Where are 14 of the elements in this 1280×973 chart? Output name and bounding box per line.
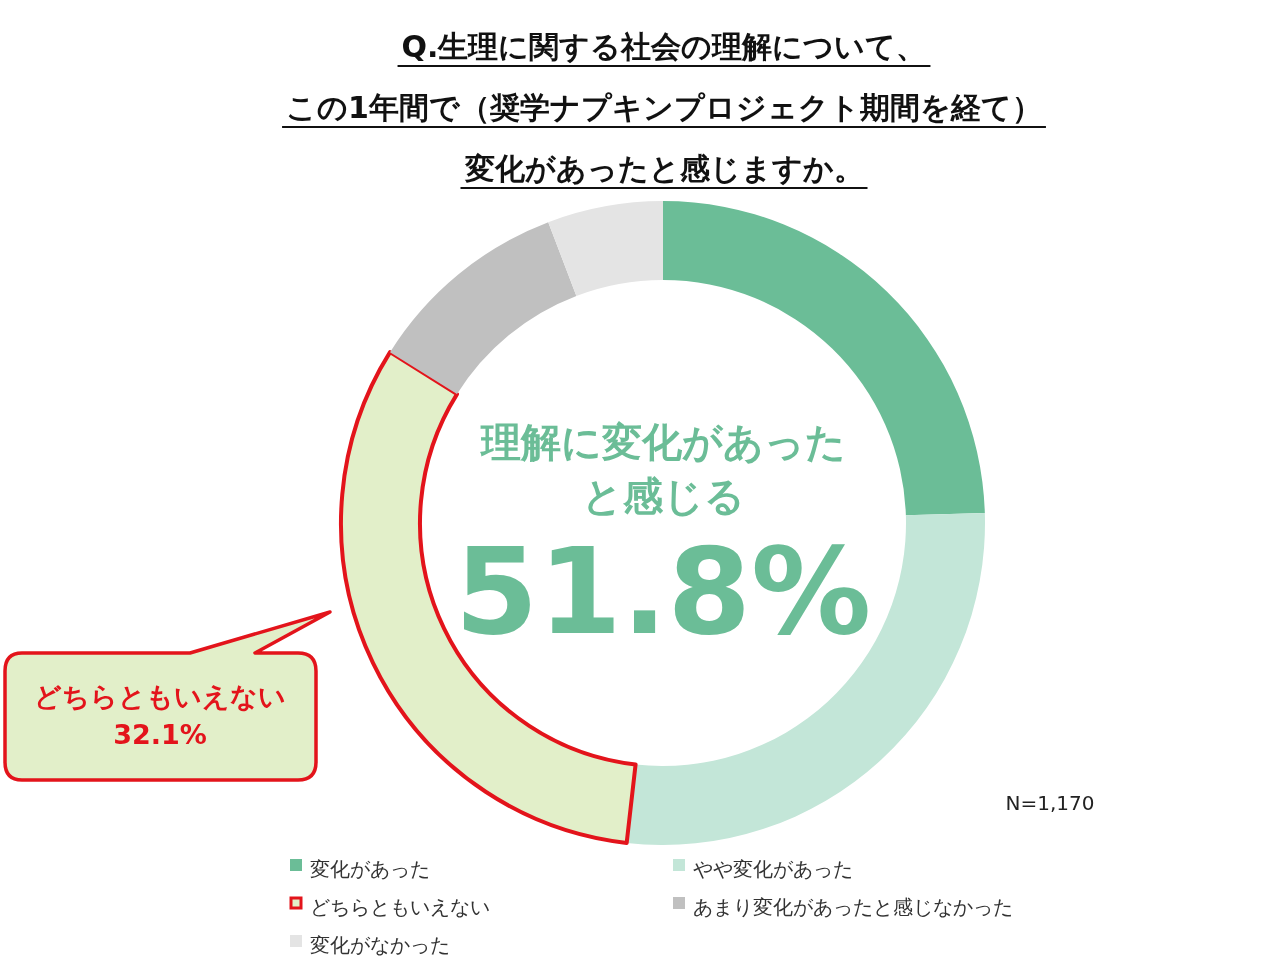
legend-label: やや変化があった (693, 857, 853, 881)
text: と感じる (581, 473, 745, 519)
legend-label: 変化があった (310, 857, 430, 881)
text: 変化があったと感じますか。 (463, 151, 864, 186)
legend-label: どちらともいえない (310, 895, 490, 919)
text: N=1,170 (1005, 791, 1095, 815)
slice-label: どちらともいえない (34, 681, 286, 712)
chart-subtitle: この1年間で（奨学ナプキンプロジェクト期間を経て） (286, 90, 1042, 125)
legend-label: あまり変化があったと感じなかった (693, 895, 1013, 919)
chart-title: Q.生理に関する社会の理解について、 (401, 29, 927, 64)
callout: どちらともいえない 32.1% (3, 610, 332, 782)
text: 理解に変化があった (479, 419, 846, 465)
text: 51.8% (454, 522, 872, 661)
legend-label: 変化がなかった (310, 933, 450, 957)
